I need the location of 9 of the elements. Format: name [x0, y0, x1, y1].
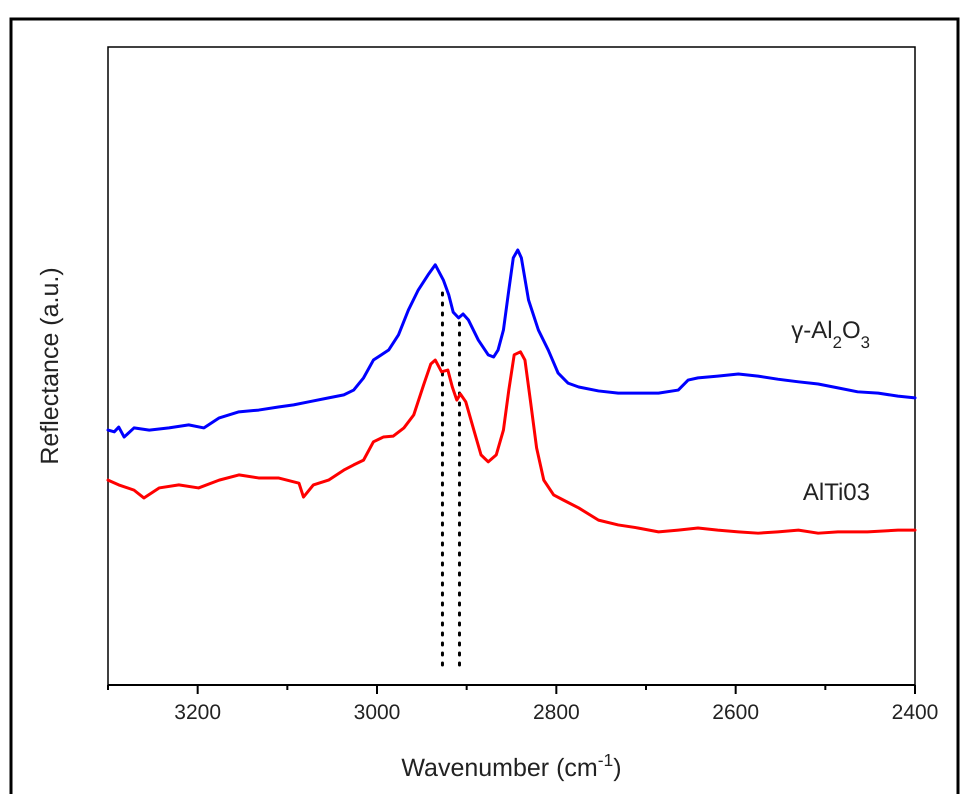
- x-tick-label: 2600: [712, 701, 760, 724]
- x-tick-label: 2400: [892, 701, 938, 724]
- x-axis-title: Wavenumber (cm$^{-1}$): [401, 750, 622, 782]
- x-tick-label: 3000: [354, 701, 400, 724]
- series-label: AlTi03: [802, 479, 870, 506]
- series-label: γ-Al$_{2}$O$_{3}$: [791, 316, 870, 352]
- x-tick-label: 2800: [532, 701, 580, 724]
- x-tick-label: 3200: [174, 701, 222, 724]
- y-axis-title: Reflectance (a.u.): [36, 267, 64, 465]
